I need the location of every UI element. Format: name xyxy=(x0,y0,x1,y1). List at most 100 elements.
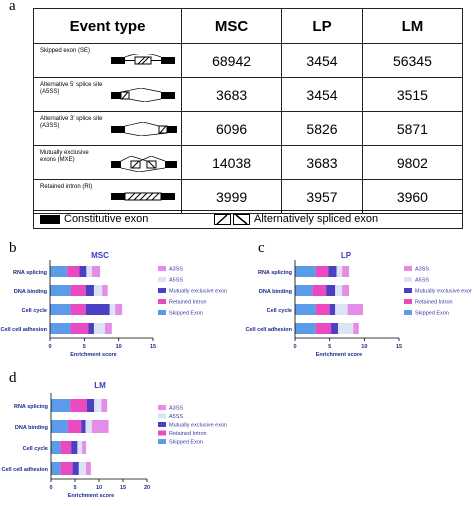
category-label: Cell cycle xyxy=(22,308,47,314)
chart-title: LP xyxy=(341,251,352,260)
bar-segment xyxy=(78,462,87,475)
x-tick-label: 10 xyxy=(361,344,367,350)
x-tick-label: 20 xyxy=(144,485,150,491)
ri-lp-count: 3957 xyxy=(281,179,363,214)
bar-segment xyxy=(88,323,94,334)
bar-segment xyxy=(50,266,68,277)
event-label-a5ss: Alternative 5' splice site (A5SS) xyxy=(40,82,103,95)
bar-segment xyxy=(115,304,123,315)
a3ss-lp-count: 5826 xyxy=(281,111,363,146)
constitutive-exon-swatch xyxy=(40,215,60,224)
x-tick-label: 10 xyxy=(116,344,122,350)
bar-segment xyxy=(342,266,350,277)
bar-segment xyxy=(342,285,350,296)
legend-label: A5SS xyxy=(169,278,183,284)
bar-segment xyxy=(70,285,86,296)
bar-segment xyxy=(86,266,92,277)
legend-label: Skipped Exon xyxy=(169,440,203,446)
bar-segment xyxy=(85,420,92,433)
panel-label-c: c xyxy=(258,240,265,256)
bar-segment xyxy=(50,323,71,334)
category-label: RNA splicing xyxy=(13,270,47,276)
event-cell-ri: Retained intron (RI) xyxy=(33,179,182,214)
header-lp: LP xyxy=(281,8,363,44)
bar-segment xyxy=(93,285,103,296)
x-tick-label: 0 xyxy=(48,344,51,350)
bar-segment xyxy=(315,323,332,334)
legend-swatch xyxy=(158,277,166,282)
x-tick-label: 5 xyxy=(83,344,86,350)
legend-swatch xyxy=(158,430,166,436)
splicing-event-table: Event type MSC LP LM Skipped exon (SE) 6… xyxy=(33,8,464,214)
x-tick-label: 10 xyxy=(96,485,102,491)
bar-segment xyxy=(101,399,108,412)
bar-segment xyxy=(347,304,363,315)
legend-label: A5SS xyxy=(415,278,429,284)
legend-label: Retained Intron xyxy=(169,300,207,306)
lp-enrichment-chart: LP RNA splicing DNA binding Cell cycle Cell … xyxy=(246,251,472,358)
event-label-se: Skipped exon (SE) xyxy=(40,48,91,54)
event-cell-a3ss: Alternative 3' splice site (A3SS) xyxy=(33,111,182,146)
table-header-row: Event type MSC LP LM xyxy=(33,8,464,44)
category-label: Cell cycle xyxy=(267,308,292,314)
legend-swatch xyxy=(158,299,166,304)
bar-segment xyxy=(295,285,313,296)
bar-segment xyxy=(295,304,316,315)
mxe-lp-count: 3683 xyxy=(281,145,363,180)
category-label: Cell cell adhesion xyxy=(1,327,48,333)
bar-segment xyxy=(93,323,105,334)
legend-swatch xyxy=(158,266,166,271)
skipped-exon-diagram-icon xyxy=(111,54,175,65)
header-lm: LM xyxy=(361,8,464,44)
bar-segment xyxy=(337,323,354,334)
legend-swatch xyxy=(404,288,412,293)
bar-segment xyxy=(85,304,110,315)
bar-segment xyxy=(71,441,78,454)
bar-segment xyxy=(51,462,61,475)
bar-segment xyxy=(85,285,94,296)
category-label: Cell cycle xyxy=(23,446,48,452)
bar-segment xyxy=(50,304,71,315)
bar-segment xyxy=(67,420,82,433)
category-label: RNA splicing xyxy=(258,270,292,276)
bar-segment xyxy=(51,441,61,454)
legend-label: Skipped Exon xyxy=(169,311,203,317)
legend-swatch xyxy=(404,266,412,271)
bar-segment xyxy=(104,323,112,334)
bar-segment xyxy=(328,266,337,277)
alternative-exon-swatch xyxy=(214,214,250,225)
x-tick-label: 0 xyxy=(293,344,296,350)
x-tick-label: 5 xyxy=(328,344,331,350)
event-label-ri: Retained intron (RI) xyxy=(40,184,93,190)
bar-segment xyxy=(335,304,348,315)
bar-segment xyxy=(70,323,89,334)
ri-msc-count: 3999 xyxy=(180,179,283,214)
x-tick-label: 15 xyxy=(120,485,126,491)
se-lm-count: 56345 xyxy=(361,43,464,78)
a5ss-lm-count: 3515 xyxy=(361,77,464,112)
legend-swatch xyxy=(158,288,166,293)
bar-segment xyxy=(51,399,71,412)
legend-swatch xyxy=(158,310,166,315)
x-tick-label: 5 xyxy=(73,485,76,491)
bar-segment xyxy=(94,399,102,412)
bar-segment xyxy=(72,462,79,475)
bar-segment xyxy=(70,399,87,412)
bar-segment xyxy=(336,266,343,277)
bar-segment xyxy=(81,420,86,433)
a3ss-lm-count: 5871 xyxy=(361,111,464,146)
bar-segment xyxy=(77,441,83,454)
legend-label: Retained Intron xyxy=(415,300,453,306)
legend-label: Retained Intron xyxy=(169,431,207,437)
constitutive-exon-label: Constitutive exon xyxy=(64,213,149,225)
header-msc: MSC xyxy=(180,8,283,44)
event-cell-mxe: Mutually exclusive exons (MXE) xyxy=(33,145,182,180)
panel-label-a: a xyxy=(9,0,16,14)
legend-swatch xyxy=(404,310,412,315)
bar-segment xyxy=(86,462,91,475)
msc-enrichment-chart: MSC RNA splicing DNA binding Cell cycle Cell… xyxy=(1,251,228,358)
bar-segment xyxy=(87,399,95,412)
a5ss-msc-count: 3683 xyxy=(180,77,283,112)
table-row-mxe: Mutually exclusive exons (MXE) 14038 368… xyxy=(33,145,464,180)
